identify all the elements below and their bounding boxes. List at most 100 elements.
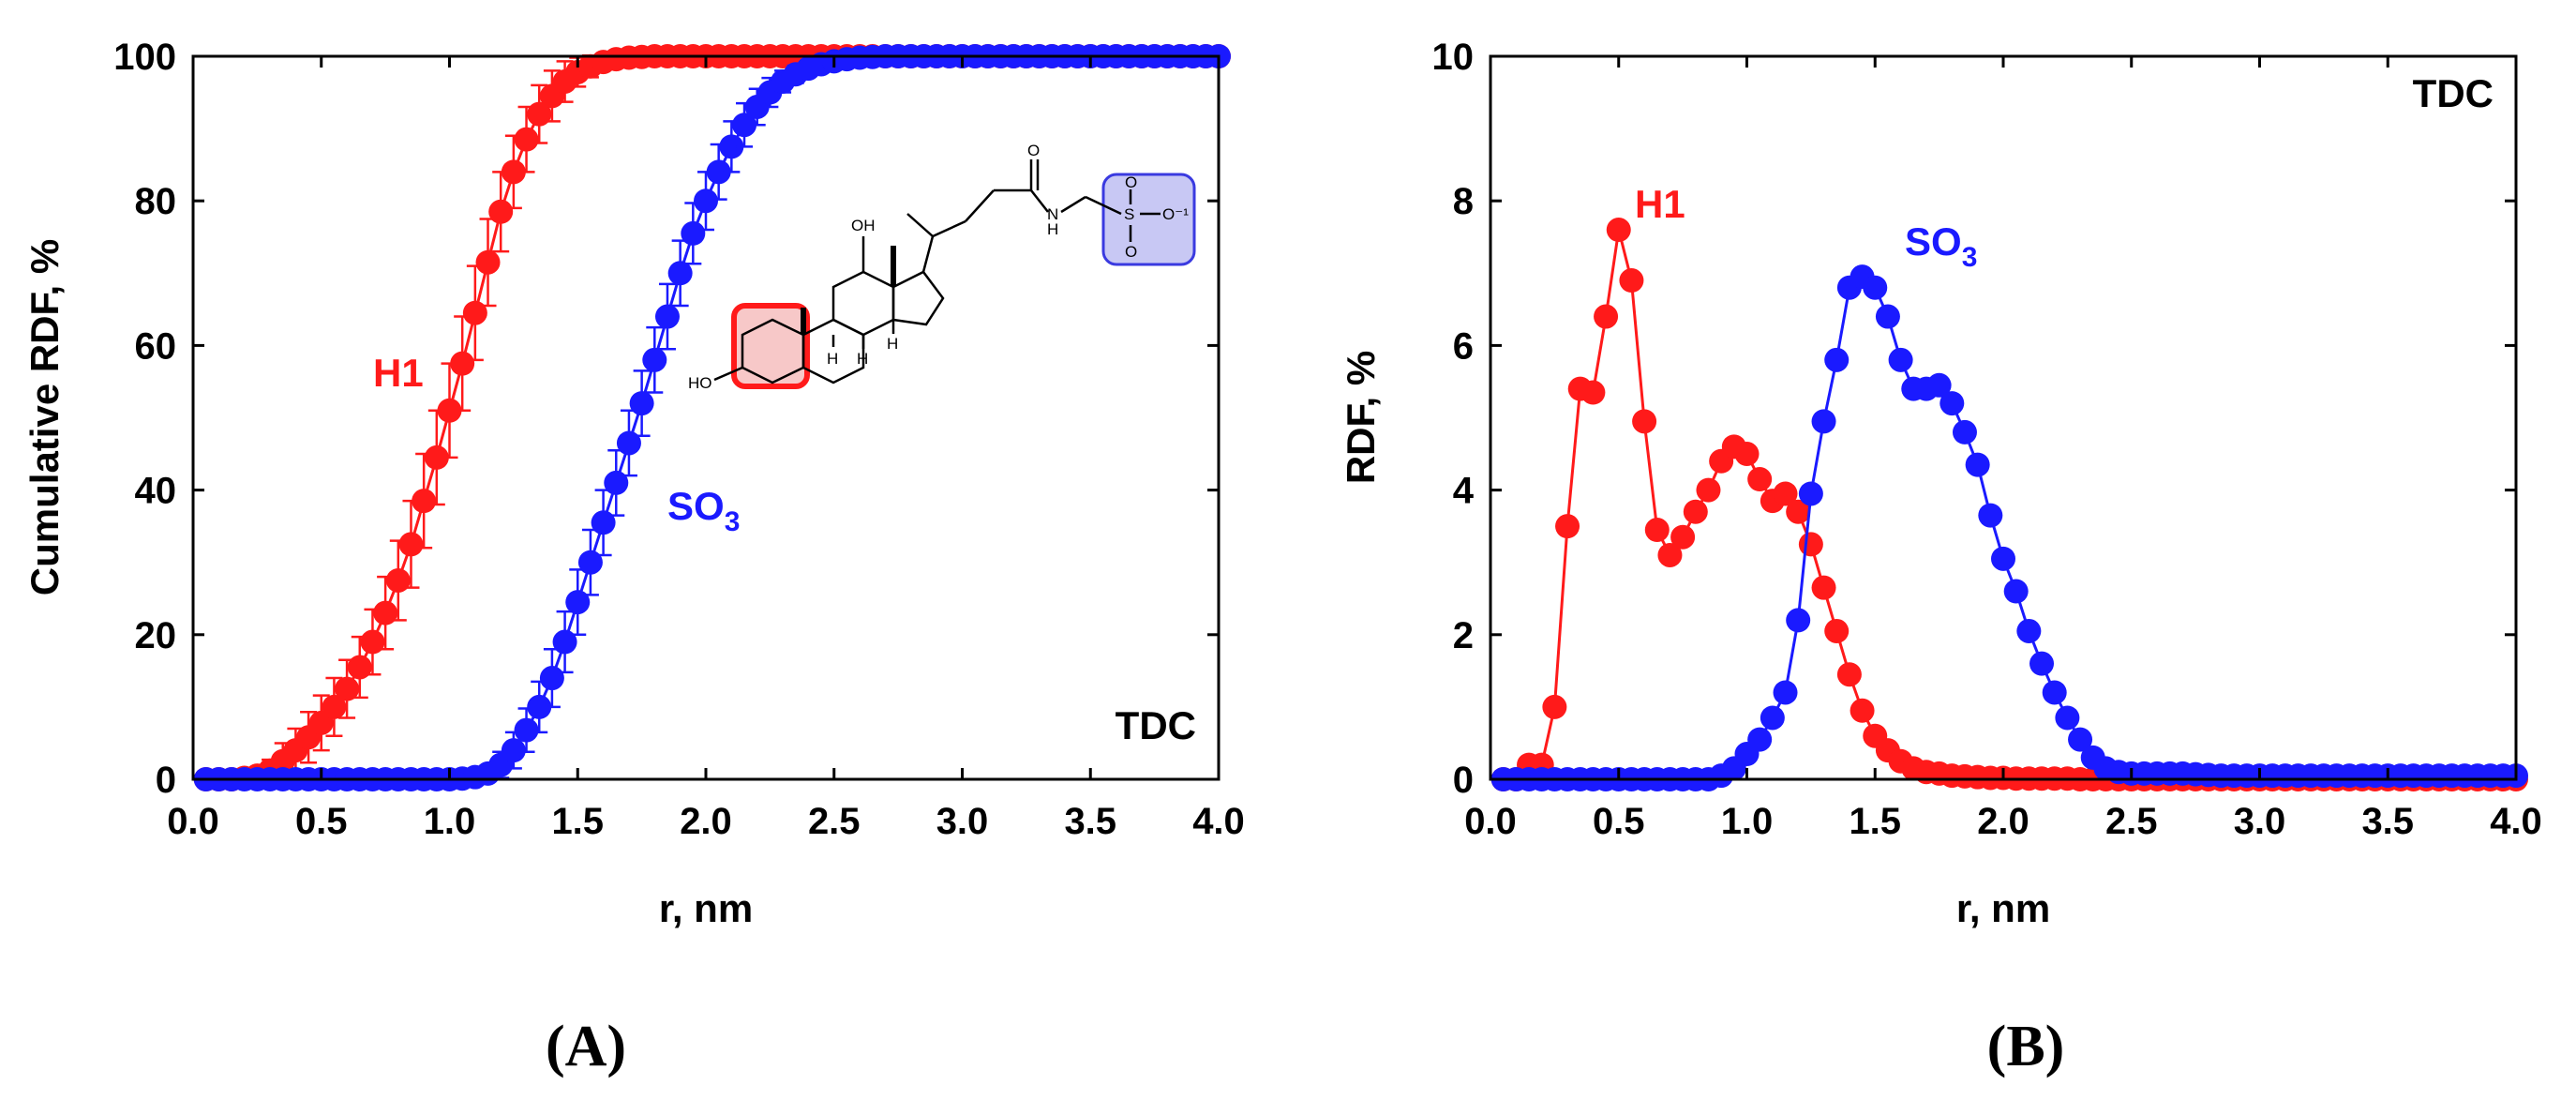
panel-b-h1-point bbox=[1734, 442, 1760, 467]
panel-a-so3-point bbox=[591, 510, 616, 535]
panel-a-x-tick-label: 1.0 bbox=[424, 801, 476, 842]
mol-label-ho: HO bbox=[688, 374, 712, 392]
panel-b-h1-point bbox=[1657, 542, 1683, 567]
panel-b-x-tick-label: 3.0 bbox=[2234, 801, 2286, 842]
panel-a-x-tick-label: 1.5 bbox=[551, 801, 604, 842]
panel-b-x-tick-label: 4.0 bbox=[2490, 801, 2542, 842]
panel-b-y-tick-label: 6 bbox=[1453, 325, 1474, 367]
panel-b-so3-point bbox=[1773, 680, 1798, 705]
panel-b-so3-point bbox=[2042, 680, 2067, 705]
panel-b-so3-label: SO3 bbox=[1905, 219, 1977, 273]
ring-d bbox=[891, 270, 945, 326]
panel-a-so3-point bbox=[732, 113, 757, 138]
panel-b-so3-point bbox=[1786, 608, 1811, 633]
mol-label-so-o-top: O bbox=[1125, 173, 1137, 191]
panel-b-so3-point bbox=[1824, 347, 1850, 372]
panel-a-chart: 0.0 0.5 1.0 1.5 2.0 2.5 3.0 3.5 4.0020406080100 … bbox=[22, 37, 1245, 1078]
panel-a-h1-point bbox=[347, 655, 372, 680]
panel-b-x-tick-label: 1.5 bbox=[1849, 801, 1901, 842]
panel-b-h1-line bbox=[1503, 229, 2516, 781]
panel-b-h1-point bbox=[1836, 662, 1862, 687]
panel-b-so3-point bbox=[1926, 372, 1952, 398]
panel-b-x-tick-label: 0.0 bbox=[1464, 801, 1517, 842]
panel-b-so3-point bbox=[2016, 618, 2042, 643]
panel-a-h1-point bbox=[335, 676, 360, 701]
panel-a-so3-point bbox=[694, 188, 718, 214]
panel-a-corner-label: TDC bbox=[1116, 703, 1196, 747]
bond bbox=[932, 219, 966, 238]
panel-a-x-tick-label: 3.0 bbox=[936, 801, 989, 842]
panel-a-so3-point bbox=[706, 159, 731, 185]
panel-b-h1-point bbox=[1542, 694, 1567, 719]
panel-a-h1-label: H1 bbox=[373, 351, 424, 395]
panel-b-h1-point bbox=[1683, 499, 1708, 524]
panel-a-x-tick-label: 3.5 bbox=[1064, 801, 1116, 842]
panel-b-so3-point bbox=[1978, 503, 2003, 528]
panel-b-h1-point bbox=[1850, 698, 1875, 723]
bond bbox=[906, 213, 934, 237]
panel-b-y-tick-label: 4 bbox=[1453, 471, 1475, 512]
panel-b-so3-label-sub: 3 bbox=[1962, 242, 1978, 273]
panel-a-y-tick-label: 40 bbox=[135, 471, 177, 512]
panel-b-so3-point bbox=[2003, 579, 2029, 604]
panel-a-x-tick-label: 0.5 bbox=[295, 801, 348, 842]
panel-a-so3-point bbox=[501, 738, 526, 763]
panel-a-h1-point bbox=[424, 445, 449, 470]
mol-label-n: N bbox=[1047, 205, 1058, 223]
mol-label-h2: H bbox=[857, 350, 868, 368]
panel-b-h1-point bbox=[1632, 409, 1657, 434]
panel-a-so3-point bbox=[681, 220, 706, 246]
panel-a-so3-point bbox=[719, 134, 744, 159]
panel-b-so3-point bbox=[1939, 391, 1965, 416]
panel-a-h1-point bbox=[385, 567, 411, 593]
mol-label-h1: H bbox=[827, 350, 838, 368]
panel-b-so3-point bbox=[1863, 275, 1888, 300]
mol-label-s: S bbox=[1124, 205, 1134, 223]
panel-b-x-tick-label: 2.5 bbox=[2105, 801, 2158, 842]
panel-b-h1-point bbox=[1824, 618, 1850, 643]
panel-b-x-tick-label: 3.5 bbox=[2361, 801, 2414, 842]
panel-a-h1-point bbox=[462, 300, 487, 325]
bond bbox=[1085, 195, 1122, 216]
panel-b-h1-point bbox=[1606, 218, 1631, 243]
panel-b-h1-point bbox=[1555, 514, 1580, 539]
panel-a-x-tick-label: 2.0 bbox=[680, 801, 732, 842]
panel-b-x-axis-label: r, nm bbox=[1956, 886, 2050, 930]
panel-a-x-tick-label: 0.0 bbox=[167, 801, 219, 842]
panel-a-x-tick-label: 4.0 bbox=[1192, 801, 1245, 842]
mol-label-so-o-bottom: O bbox=[1125, 243, 1137, 261]
panel-a-so3-point bbox=[539, 666, 564, 691]
panel-b-so3-point bbox=[1888, 347, 1913, 372]
panel-b-h1-point bbox=[1644, 518, 1670, 543]
panel-a-so3-label-sub: 3 bbox=[725, 506, 741, 537]
panel-a-h1-point bbox=[475, 249, 501, 275]
panel-a-so3-label: SO3 bbox=[667, 484, 740, 537]
panel-a-so3-point bbox=[514, 717, 539, 743]
panel-a-so3-point bbox=[552, 629, 577, 655]
panel-a-so3-point bbox=[577, 550, 603, 575]
panel-b-h1-point bbox=[1786, 499, 1811, 524]
panel-a-so3-point bbox=[642, 347, 667, 372]
panel-b-h1-label: H1 bbox=[1635, 182, 1685, 226]
mol-label-carbonyl-o: O bbox=[1027, 142, 1040, 159]
bond bbox=[1030, 189, 1049, 213]
panel-b-so3-point bbox=[1798, 481, 1823, 506]
panel-a-h1-point bbox=[412, 489, 437, 514]
panel-b-y-tick-label: 8 bbox=[1453, 181, 1474, 222]
panel-b-so3-point bbox=[1965, 452, 1990, 477]
bond bbox=[921, 235, 935, 273]
bond bbox=[965, 189, 995, 222]
panel-b-so3-label-main: SO bbox=[1905, 219, 1962, 264]
mol-label-oh: OH bbox=[851, 217, 876, 234]
panel-b-y-tick-label: 10 bbox=[1432, 37, 1475, 78]
panel-b-h1-point bbox=[1580, 380, 1606, 405]
panel-b-x-tick-label: 1.0 bbox=[1721, 801, 1774, 842]
panel-a-so3-point bbox=[629, 391, 654, 416]
panel-a-y-tick-label: 20 bbox=[135, 615, 177, 656]
so3-highlight-box bbox=[1101, 173, 1196, 266]
panel-b-so3-point bbox=[1875, 304, 1900, 329]
mol-label-o-minus: O⁻¹ bbox=[1162, 205, 1189, 223]
panel-a-so3-point bbox=[527, 694, 552, 719]
panel-b-h1-point bbox=[1773, 481, 1798, 506]
panel-b-h1-point bbox=[1619, 268, 1644, 294]
